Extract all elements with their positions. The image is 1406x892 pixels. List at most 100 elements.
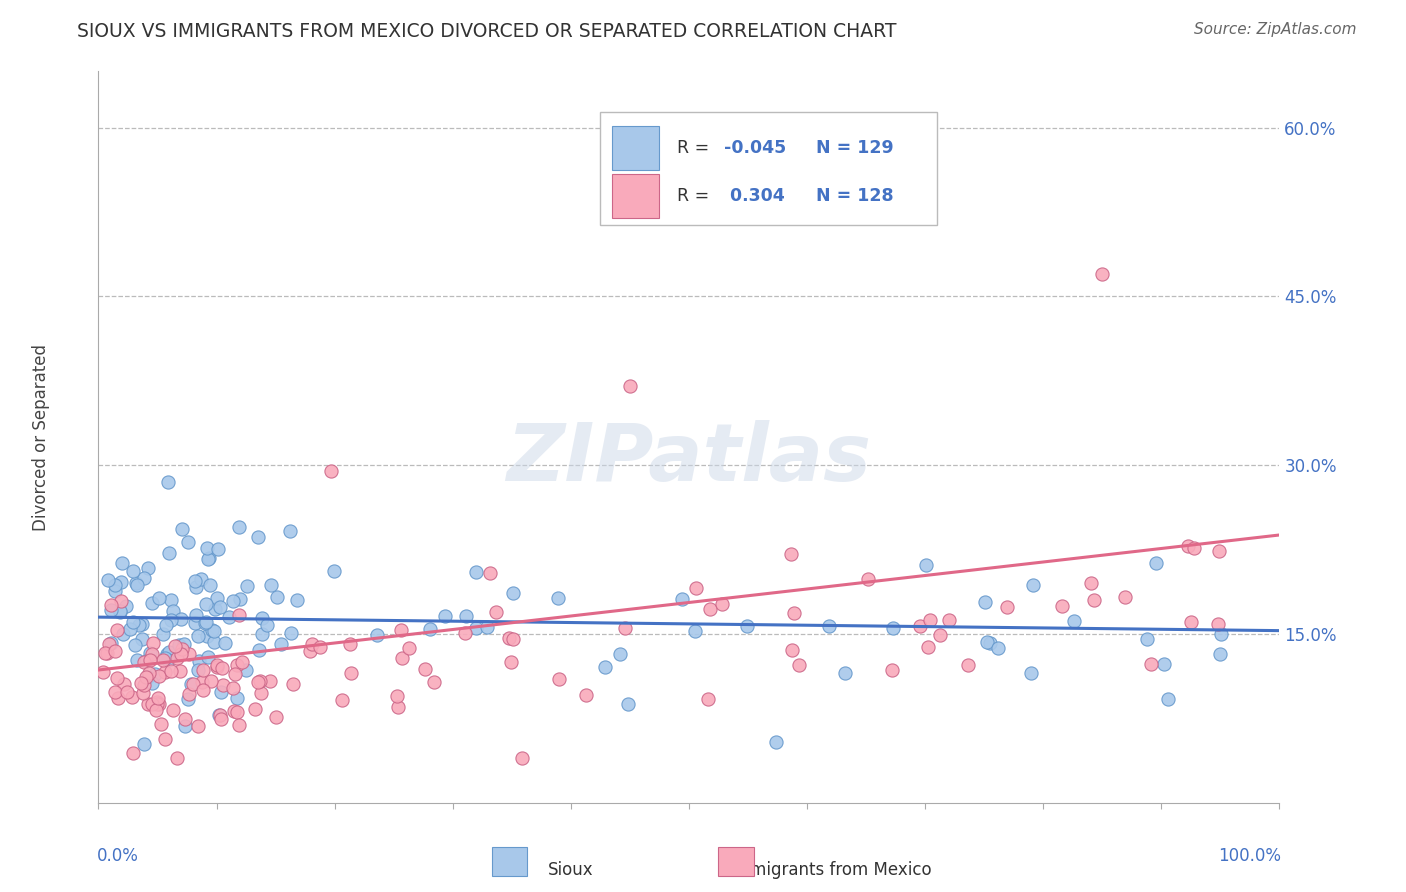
Point <box>224 667 246 681</box>
Point <box>127 653 149 667</box>
Point <box>166 650 188 665</box>
Point <box>228 718 250 732</box>
Point <box>250 611 273 625</box>
Point <box>143 666 166 681</box>
Point <box>281 677 304 691</box>
Point <box>141 596 163 610</box>
Point <box>1091 267 1114 281</box>
Point <box>229 592 252 607</box>
Point <box>121 690 143 705</box>
Point <box>208 708 231 723</box>
Point <box>177 687 200 701</box>
Point <box>1157 692 1180 706</box>
Point <box>139 653 162 667</box>
Point <box>423 674 446 689</box>
Point <box>202 624 225 639</box>
Point <box>398 641 420 656</box>
Point <box>779 547 801 561</box>
Point <box>256 618 278 632</box>
Point <box>212 678 235 692</box>
Point <box>134 655 156 669</box>
Point <box>619 379 641 393</box>
Point <box>339 637 361 651</box>
Point <box>197 649 219 664</box>
Point <box>222 594 245 608</box>
Point <box>134 737 156 751</box>
Point <box>193 663 215 677</box>
Point <box>135 654 157 668</box>
Point <box>125 578 148 592</box>
Point <box>915 558 938 573</box>
Point <box>1144 556 1167 570</box>
Text: Sioux: Sioux <box>548 862 593 880</box>
Point <box>202 635 225 649</box>
Point <box>1080 576 1102 591</box>
Point <box>593 660 616 674</box>
Point <box>252 627 274 641</box>
Point <box>236 579 259 593</box>
Point <box>104 578 127 592</box>
Point <box>152 653 174 667</box>
Point <box>465 621 488 635</box>
Point <box>136 670 159 684</box>
Point <box>136 561 159 575</box>
Point <box>976 634 998 648</box>
Point <box>1153 657 1175 672</box>
Point <box>1050 599 1073 613</box>
Point <box>166 751 188 765</box>
Point <box>146 697 169 711</box>
Text: -0.045: -0.045 <box>724 139 786 157</box>
Point <box>187 629 209 643</box>
Point <box>124 639 146 653</box>
Point <box>209 685 232 699</box>
Point <box>613 621 636 635</box>
Point <box>929 628 952 642</box>
Point <box>789 658 811 673</box>
Point <box>1140 657 1163 671</box>
Point <box>225 691 247 706</box>
Point <box>131 617 153 632</box>
Point <box>174 713 197 727</box>
Point <box>817 619 839 633</box>
Point <box>139 646 162 660</box>
Point <box>209 600 232 615</box>
Point <box>184 580 207 594</box>
Point <box>145 695 167 709</box>
Point <box>226 657 249 672</box>
Point <box>94 646 117 660</box>
Point <box>170 522 193 536</box>
Point <box>193 683 215 698</box>
Point <box>259 673 281 688</box>
Point <box>153 665 176 679</box>
Point <box>150 717 173 731</box>
Point <box>547 672 569 686</box>
Point <box>366 628 388 642</box>
Point <box>96 646 118 660</box>
Point <box>120 622 142 636</box>
Point <box>502 585 524 599</box>
Point <box>156 647 179 661</box>
Point <box>207 541 229 556</box>
Point <box>699 602 721 616</box>
Point <box>145 703 167 717</box>
Point <box>498 632 520 646</box>
Point <box>454 626 477 640</box>
Point <box>501 655 523 669</box>
Point <box>148 669 170 683</box>
Point <box>170 648 193 662</box>
Point <box>783 606 806 620</box>
Point <box>148 591 170 606</box>
Point <box>737 619 759 633</box>
Point <box>250 686 273 700</box>
Point <box>214 636 236 650</box>
Point <box>91 665 114 680</box>
FancyBboxPatch shape <box>492 847 527 876</box>
Point <box>231 655 253 669</box>
Point <box>1019 666 1042 681</box>
Point <box>204 601 226 615</box>
Point <box>197 552 219 566</box>
Point <box>249 674 271 689</box>
Point <box>765 735 787 749</box>
Y-axis label: Divorced or Separated: Divorced or Separated <box>32 343 49 531</box>
Point <box>152 627 174 641</box>
